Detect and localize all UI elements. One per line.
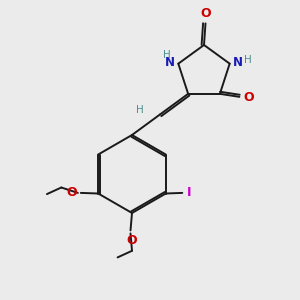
Text: O: O	[67, 185, 77, 199]
Text: H: H	[136, 105, 144, 115]
Text: O: O	[244, 91, 254, 104]
Text: H: H	[163, 50, 171, 60]
Text: O: O	[126, 234, 137, 247]
Text: N: N	[165, 56, 175, 69]
Text: O: O	[200, 7, 211, 20]
Text: I: I	[187, 186, 191, 199]
Text: N: N	[233, 56, 243, 69]
Text: H: H	[244, 55, 252, 65]
